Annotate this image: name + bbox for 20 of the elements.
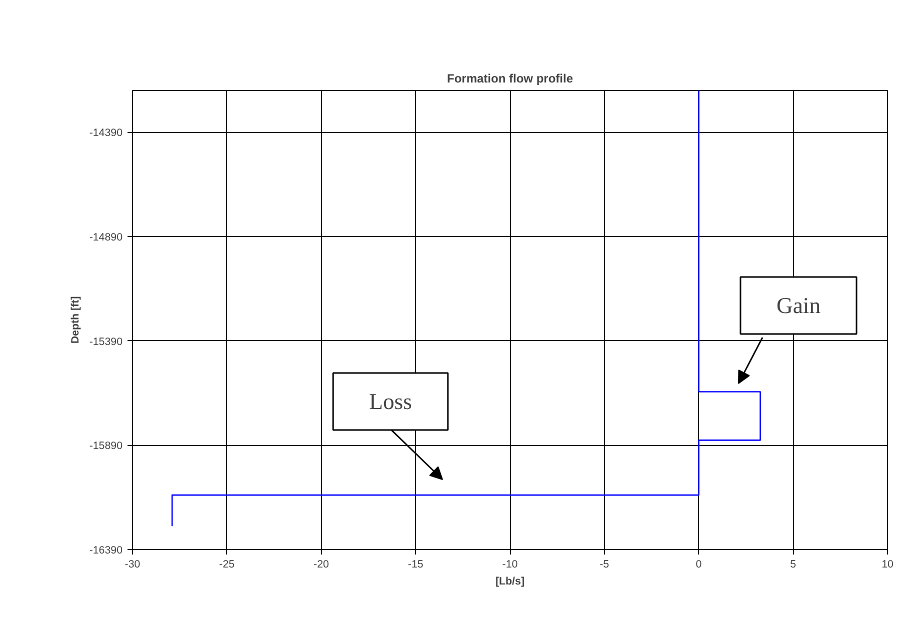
x-tick-label: -30 (124, 558, 140, 570)
y-tick-label: -14390 (89, 127, 123, 140)
x-tick-label: 0 (696, 558, 702, 570)
y-tick-label: -16390 (89, 544, 123, 556)
x-tick-label: -25 (219, 558, 235, 570)
chart-title: Formation flow profile (447, 72, 574, 86)
x-tick-label: -5 (600, 558, 610, 570)
annotation: Loss (369, 389, 412, 414)
x-tick-label: -20 (314, 558, 330, 570)
x-tick-label: -15 (408, 558, 424, 570)
x-axis-title: [Lb/s] (496, 576, 525, 588)
y-tick-label: -15390 (89, 336, 123, 348)
annotation: Gain (776, 293, 821, 318)
y-tick-label: -14890 (89, 232, 123, 244)
line-series (171, 90, 761, 527)
y-tick-label: -15890 (89, 440, 123, 452)
x-tick-label: 10 (882, 558, 894, 570)
x-tick-label: 5 (790, 558, 796, 570)
x-tick-label: -10 (502, 558, 518, 570)
y-axis-title: Depth [ft] (69, 296, 82, 344)
